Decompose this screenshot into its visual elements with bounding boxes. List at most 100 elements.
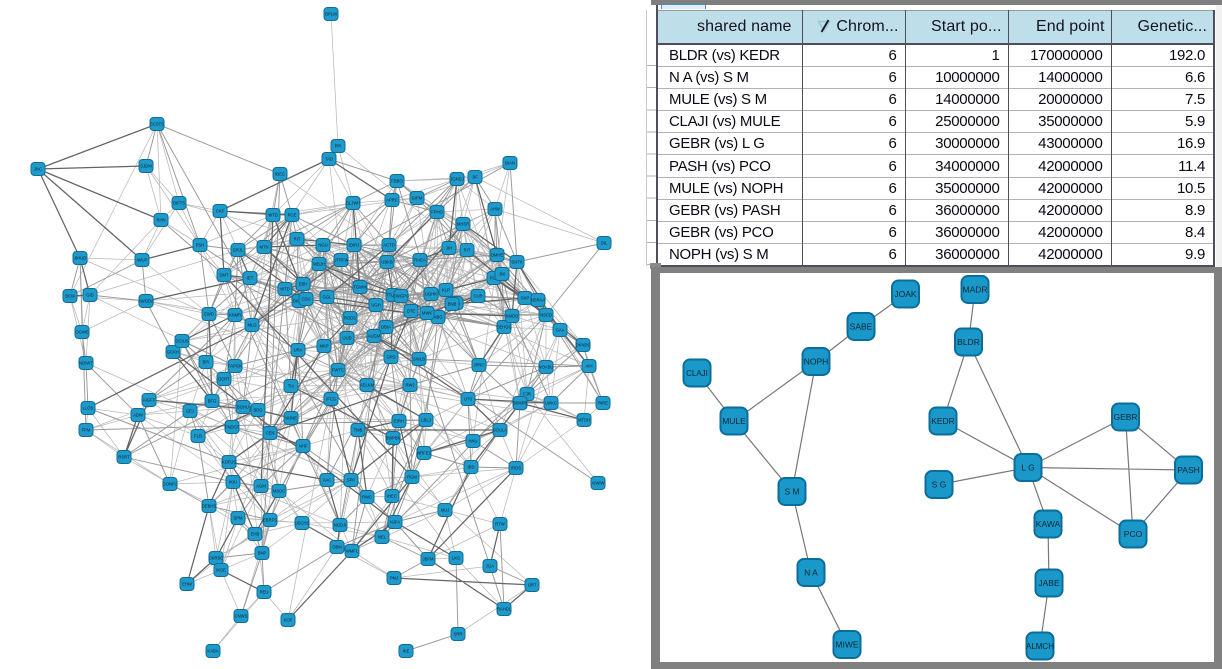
svg-text:TGWM: TGWM <box>353 285 367 290</box>
svg-text:UBKB: UBKB <box>381 260 393 265</box>
svg-text:CLAJI: CLAJI <box>686 369 708 378</box>
svg-text:DKNDS: DKNDS <box>576 343 591 348</box>
svg-text:RAHDL: RAHDL <box>497 607 512 612</box>
svg-text:AELKM: AELKM <box>360 383 375 388</box>
svg-text:CEN: CEN <box>266 431 275 436</box>
svg-text:ADW: ADW <box>133 413 143 418</box>
svg-text:KAWA: KAWA <box>1036 519 1061 529</box>
svg-text:SJDM: SJDM <box>140 164 152 169</box>
svg-text:DCIUS: DCIUS <box>175 339 188 344</box>
svg-text:EBH: EBH <box>299 282 308 287</box>
svg-text:GIPM: GIPM <box>412 196 423 201</box>
svg-text:S G: S G <box>932 480 947 490</box>
svg-text:SWLB: SWLB <box>413 357 425 362</box>
svg-text:MKP: MKP <box>319 344 328 349</box>
svg-text:GRJL: GRJL <box>233 248 244 253</box>
svg-text:UTS: UTS <box>464 397 473 402</box>
svg-text:BPLM: BPLM <box>325 12 337 17</box>
svg-text:MULE: MULE <box>722 416 746 426</box>
svg-text:S M: S M <box>784 487 799 497</box>
svg-text:OBM: OBM <box>332 545 342 550</box>
svg-text:CKRSC: CKRSC <box>209 556 224 561</box>
svg-text:IWUP: IWUP <box>137 258 148 263</box>
svg-text:RHN: RHN <box>156 218 165 223</box>
svg-text:RIT: RIT <box>294 237 301 242</box>
svg-text:SPM: SPM <box>233 516 243 521</box>
svg-text:IDIRJ: IDIRJ <box>349 243 359 248</box>
svg-text:JABE: JABE <box>1038 578 1060 588</box>
svg-text:CDU: CDU <box>301 297 310 302</box>
svg-text:KEDR: KEDR <box>931 416 955 426</box>
svg-text:JBFM: JBFM <box>423 557 434 562</box>
svg-text:JNI: JNI <box>499 272 505 277</box>
svg-text:KMDO: KMDO <box>506 314 519 319</box>
svg-text:FJR: FJR <box>523 392 531 397</box>
svg-text:JNC: JNC <box>34 167 42 172</box>
svg-text:USCHS: USCHS <box>295 521 310 526</box>
svg-text:EWD: EWD <box>204 312 214 317</box>
svg-text:KOF: KOF <box>284 618 293 623</box>
svg-text:BNB: BNB <box>448 302 457 307</box>
svg-text:FNDCF: FNDCF <box>225 425 240 430</box>
svg-text:RWC: RWC <box>362 495 372 500</box>
svg-text:OGWE: OGWE <box>75 330 88 335</box>
svg-text:LBLJ: LBLJ <box>421 418 431 423</box>
svg-text:JGNDJ: JGNDJ <box>450 177 464 182</box>
svg-text:BDG: BDG <box>253 408 262 413</box>
svg-text:MSOC: MSOC <box>273 489 286 494</box>
svg-text:RAEA: RAEA <box>414 258 426 263</box>
svg-text:SKP: SKP <box>521 296 530 301</box>
svg-text:SABE: SABE <box>850 322 873 332</box>
svg-text:IRDS: IRDS <box>511 466 521 471</box>
svg-text:BPI: BPI <box>203 360 210 365</box>
svg-text:HNU: HNU <box>468 439 477 444</box>
svg-text:N A: N A <box>804 568 818 578</box>
svg-text:SRR: SRR <box>454 632 463 637</box>
svg-text:DIFTS: DIFTS <box>173 201 185 206</box>
svg-text:PCO: PCO <box>1124 529 1143 539</box>
svg-text:EHB: EHB <box>251 532 260 537</box>
svg-text:IKSE: IKSE <box>216 568 226 573</box>
svg-text:TAD: TAD <box>325 157 333 162</box>
svg-text:L G: L G <box>1021 463 1034 473</box>
svg-text:FWTC: FWTC <box>332 368 344 373</box>
svg-text:DCRT: DCRT <box>218 377 230 382</box>
svg-text:REU: REU <box>260 590 269 595</box>
svg-text:BNP: BNP <box>258 551 267 556</box>
svg-text:GEJ: GEJ <box>186 409 194 414</box>
svg-text:AHW: AHW <box>490 207 500 212</box>
svg-text:DIL: DIL <box>601 241 608 246</box>
svg-text:TIA: TIA <box>288 384 295 389</box>
svg-text:JIHUD: JIHUD <box>74 256 86 261</box>
svg-text:MLG: MLG <box>247 323 256 328</box>
svg-text:BWPBN: BWPBN <box>385 436 400 441</box>
svg-text:SNTK: SNTK <box>511 260 522 265</box>
svg-text:RODS: RODS <box>344 316 356 321</box>
svg-text:OLJWH: OLJWH <box>346 201 361 206</box>
svg-text:EHW: EHW <box>182 582 192 587</box>
svg-text:PGF: PGF <box>490 276 499 281</box>
svg-text:RIT: RIT <box>464 248 471 253</box>
svg-text:NDIWT: NDIWT <box>79 361 93 366</box>
svg-text:DTE: DTE <box>407 309 416 314</box>
svg-text:AIWIW: AIWIW <box>591 481 604 486</box>
svg-text:GPD: GPD <box>386 355 395 360</box>
svg-text:JGA: JGA <box>486 564 494 569</box>
svg-text:NOABU: NOABU <box>539 365 554 370</box>
svg-text:UTRFW: UTRFW <box>333 258 348 263</box>
svg-text:JPRC: JPRC <box>474 363 485 368</box>
svg-text:RTW: RTW <box>495 522 505 527</box>
svg-text:MTN: MTN <box>259 245 268 250</box>
svg-text:PPI: PPI <box>335 144 342 149</box>
svg-text:IKE: IKE <box>403 649 410 654</box>
svg-text:IKIU: IKIU <box>229 480 237 485</box>
svg-text:FPHO: FPHO <box>431 210 443 215</box>
svg-text:PSH: PSH <box>196 243 205 248</box>
svg-text:JIF: JIF <box>472 175 478 180</box>
svg-text:WJNE: WJNE <box>285 416 297 421</box>
svg-text:GID: GID <box>86 293 93 298</box>
svg-text:JIH: JIH <box>446 246 452 251</box>
svg-text:NSRAA: NSRAA <box>531 298 546 303</box>
svg-text:MIWE: MIWE <box>835 640 858 650</box>
svg-text:WTD: WTD <box>280 287 290 292</box>
